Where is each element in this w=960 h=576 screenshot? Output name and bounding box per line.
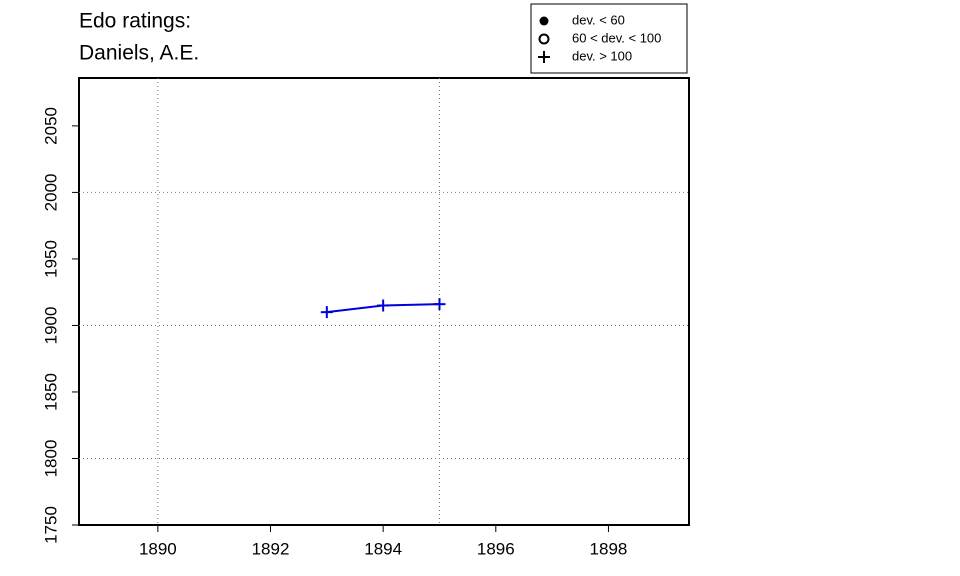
y-tick-label: 1800 (41, 440, 60, 478)
y-tick-label: 1950 (41, 240, 60, 278)
legend-label: 60 < dev. < 100 (572, 30, 661, 45)
x-tick-label: 1896 (477, 539, 515, 558)
marker (377, 299, 390, 312)
x-tick-label: 1892 (252, 539, 290, 558)
x-tick-label: 1898 (590, 539, 628, 558)
y-tick-label: 1850 (41, 373, 60, 411)
marker (538, 33, 550, 45)
legend-box (530, 3, 688, 74)
chart-title: Daniels, A.E. (79, 42, 199, 65)
marker (433, 298, 446, 311)
y-tick-label: 1750 (41, 506, 60, 544)
plot-frame (78, 77, 690, 526)
y-tick-label: 2050 (41, 107, 60, 145)
x-tick-label: 1894 (364, 539, 402, 558)
y-tick-label: 2000 (41, 173, 60, 211)
x-tick-label: 1890 (139, 539, 177, 558)
legend-label: dev. > 100 (572, 48, 632, 63)
legend-label: dev. < 60 (572, 12, 625, 27)
marker (538, 51, 550, 63)
marker (539, 16, 549, 26)
y-tick-label: 1900 (41, 307, 60, 345)
chart-title: Edo ratings: (79, 10, 191, 33)
marker (320, 306, 333, 319)
